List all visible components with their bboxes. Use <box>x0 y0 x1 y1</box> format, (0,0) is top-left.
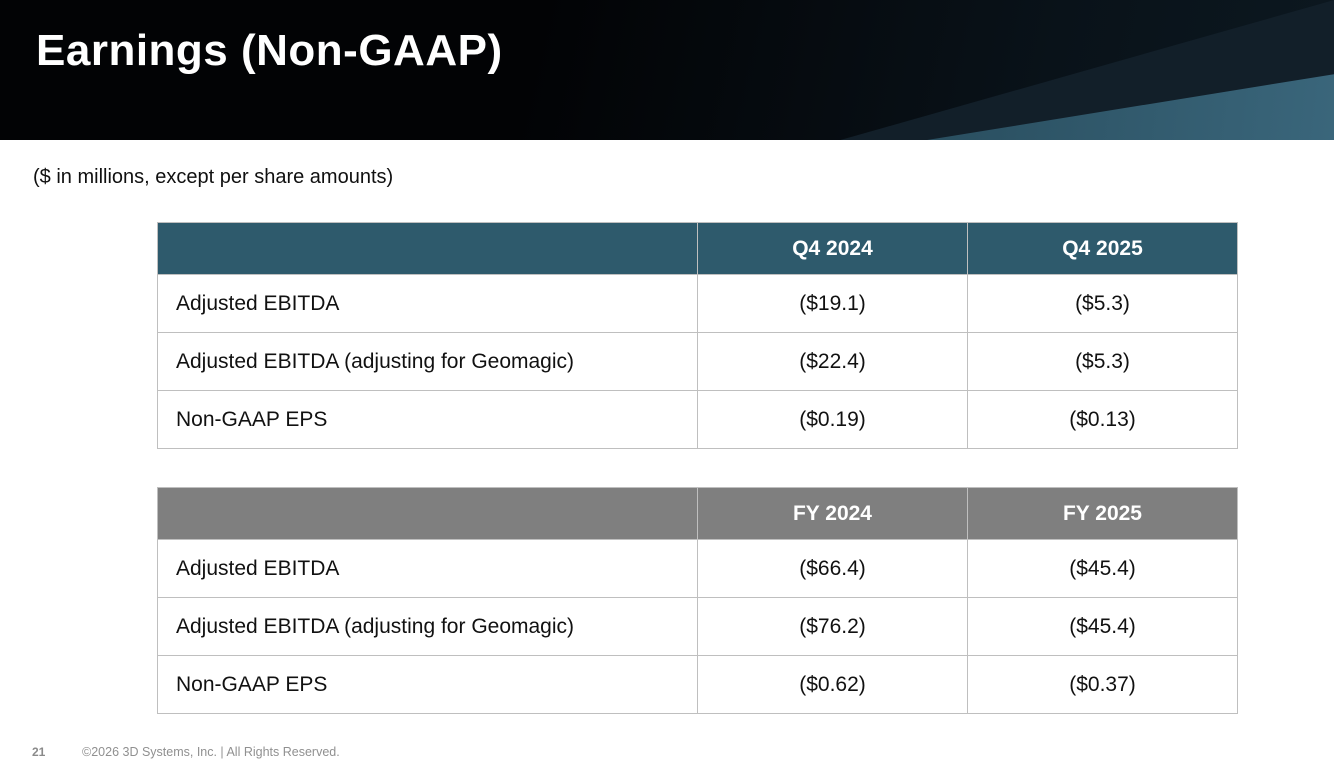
quarterly-results-table: Q4 2024 Q4 2025 Adjusted EBITDA ($19.1) … <box>157 222 1238 449</box>
cell-value: ($76.2) <box>697 597 968 656</box>
cell-value: ($5.3) <box>967 274 1238 333</box>
copyright-notice: ©2026 3D Systems, Inc. | All Rights Rese… <box>82 745 340 759</box>
quarterly-header-q4-2024: Q4 2024 <box>697 222 968 275</box>
cell-value: ($0.37) <box>967 655 1238 714</box>
cell-value: ($0.62) <box>697 655 968 714</box>
row-label: Adjusted EBITDA <box>157 539 698 598</box>
cell-value: ($22.4) <box>697 332 968 391</box>
cell-value: ($19.1) <box>697 274 968 333</box>
full-year-results-table: FY 2024 FY 2025 Adjusted EBITDA ($66.4) … <box>157 487 1238 714</box>
full-year-header-blank-cell <box>157 487 698 540</box>
row-label: Adjusted EBITDA (adjusting for Geomagic) <box>157 597 698 656</box>
title-banner: Earnings (Non-GAAP) <box>0 0 1334 140</box>
row-label: Non-GAAP EPS <box>157 390 698 449</box>
row-label: Adjusted EBITDA (adjusting for Geomagic) <box>157 332 698 391</box>
row-label: Non-GAAP EPS <box>157 655 698 714</box>
cell-value: ($66.4) <box>697 539 968 598</box>
table-row: Non-GAAP EPS ($0.19) ($0.13) <box>157 390 1238 449</box>
page-number: 21 <box>32 745 46 759</box>
table-row: Adjusted EBITDA (adjusting for Geomagic)… <box>157 597 1238 656</box>
quarterly-header-blank-cell <box>157 222 698 275</box>
table-row: Non-GAAP EPS ($0.62) ($0.37) <box>157 655 1238 714</box>
cell-value: ($0.19) <box>697 390 968 449</box>
full-year-header-row: FY 2024 FY 2025 <box>157 487 1238 540</box>
table-row: Adjusted EBITDA (adjusting for Geomagic)… <box>157 332 1238 391</box>
table-row: Adjusted EBITDA ($66.4) ($45.4) <box>157 539 1238 598</box>
quarterly-header-row: Q4 2024 Q4 2025 <box>157 222 1238 275</box>
quarterly-header-q4-2025: Q4 2025 <box>967 222 1238 275</box>
cell-value: ($5.3) <box>967 332 1238 391</box>
full-year-header-fy-2025: FY 2025 <box>967 487 1238 540</box>
full-year-header-fy-2024: FY 2024 <box>697 487 968 540</box>
cell-value: ($45.4) <box>967 597 1238 656</box>
cell-value: ($0.13) <box>967 390 1238 449</box>
page-title: Earnings (Non-GAAP) <box>36 26 503 75</box>
table-row: Adjusted EBITDA ($19.1) ($5.3) <box>157 274 1238 333</box>
cell-value: ($45.4) <box>967 539 1238 598</box>
units-note: ($ in millions, except per share amounts… <box>33 166 394 188</box>
row-label: Adjusted EBITDA <box>157 274 698 333</box>
